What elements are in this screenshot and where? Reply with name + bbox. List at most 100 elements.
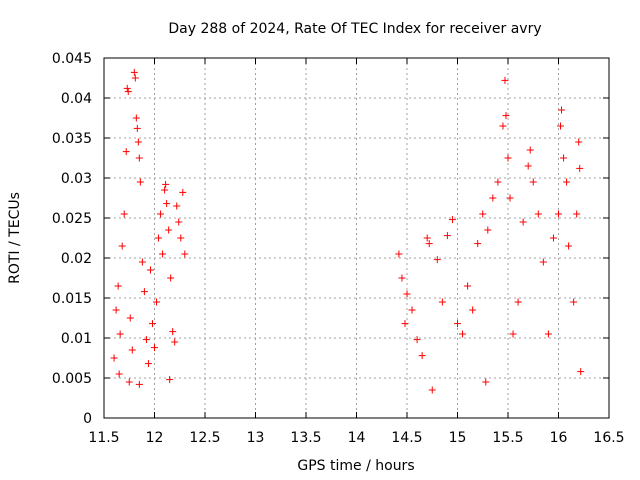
chart-title: Day 288 of 2024, Rate Of TEC Index for r… [168,21,541,37]
data-point [132,114,140,122]
data-point [126,314,134,322]
y-tick-label: 0 [83,411,92,427]
data-point [428,386,436,394]
data-point [423,234,431,242]
x-tick-label: 15.5 [492,430,523,446]
data-point [122,148,130,156]
data-point [544,330,552,338]
data-point [110,354,118,362]
data-point [159,250,167,258]
data-point [142,336,150,344]
data-point [165,226,173,234]
data-point [128,346,136,354]
data-point [494,178,502,186]
data-point [489,194,497,202]
x-tick-label: 14 [348,430,366,446]
data-point [506,194,514,202]
data-point [539,258,547,266]
data-point [558,106,566,114]
data-point [560,154,568,162]
x-tick-label: 15 [449,430,467,446]
data-point [408,306,416,314]
data-point [162,180,170,188]
data-point [181,250,189,258]
data-point [177,234,185,242]
data-point [529,178,537,186]
data-point [454,320,461,328]
axis-ticks: 11.5 12 12.5 13 13.5 14 14.5 15 15.5 16 16.5 0 0.005… [52,51,625,446]
y-tick-label: 0.01 [61,331,92,347]
x-axis-label: GPS time / hours [297,458,414,474]
data-point [479,210,487,218]
data-point [138,258,146,266]
data-point [482,378,490,386]
data-point [173,202,181,210]
data-point [112,306,120,314]
data-point [134,138,142,146]
data-point [130,68,138,76]
x-tick-label: 13.5 [290,430,321,446]
x-tick-label: 13 [247,430,265,446]
x-tick-label: 16.5 [593,430,624,446]
data-point [144,360,152,368]
data-point [565,242,573,250]
data-point [175,218,183,226]
x-tick-label: 12 [146,430,164,446]
data-point [161,186,169,194]
data-point [557,122,565,130]
data-point [401,320,409,328]
y-tick-label: 0.035 [52,131,92,147]
y-tick-label: 0.04 [61,91,92,107]
data-point [179,188,187,196]
data-point [124,88,132,96]
data-point [146,266,154,274]
data-point [549,234,557,242]
data-point [171,338,179,346]
data-point [519,218,527,226]
data-point [575,138,583,146]
data-point [169,328,177,336]
data-point [448,216,456,224]
data-point [135,380,143,388]
data-point [524,162,532,170]
data-point [464,282,472,290]
data-point [395,250,403,258]
data-point [570,298,578,306]
data-point [459,330,467,338]
data-point [153,298,161,306]
x-tick-label: 14.5 [391,430,422,446]
data-point [501,76,509,84]
grid-lines [104,58,609,418]
data-point [443,232,451,240]
y-tick-label: 0.015 [52,291,92,307]
data-point [438,298,446,306]
data-point [140,288,148,296]
data-point [433,256,441,264]
data-point [504,154,512,162]
data-point [413,336,421,344]
data-point [469,306,477,314]
x-tick-label: 11.5 [88,430,119,446]
data-point [499,122,507,130]
data-point [577,368,585,376]
data-point [116,330,124,338]
data-point [163,200,171,208]
y-tick-label: 0.025 [52,211,92,227]
data-point [502,112,510,120]
data-point [135,154,143,162]
data-point [155,234,163,242]
data-point [526,146,534,154]
data-point [157,210,165,218]
data-point [118,242,126,250]
x-tick-label: 12.5 [189,430,220,446]
data-point [573,210,581,218]
data-point [167,274,175,282]
data-point [563,178,571,186]
data-point [398,274,406,282]
data-point [576,164,584,172]
data-point [131,74,139,82]
data-point [534,210,542,218]
y-tick-label: 0.02 [61,251,92,267]
data-point [509,330,517,338]
